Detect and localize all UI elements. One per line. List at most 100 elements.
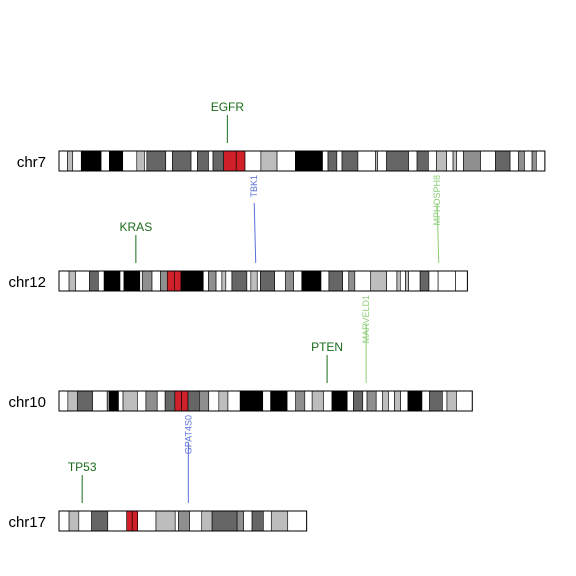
chromosome-band [228,391,240,411]
chromosome-band [285,271,293,291]
chromosome-band [236,151,245,171]
chromosome-band [152,271,161,291]
chromosome-band [104,271,120,291]
chromosome-band [192,271,204,291]
chromosome-band [199,391,208,411]
chromosome-band [81,151,101,171]
chromosome-band [312,391,323,411]
chromosome-band [395,391,401,411]
chromosome-band [349,271,355,291]
chromosome-band [422,391,430,411]
chromosome-band [237,511,243,531]
chromosome-band [140,271,142,291]
chromosome-band [203,271,208,291]
chromosome-band [69,511,79,531]
chromosome-label: chr7 [17,154,46,171]
chromosome-band [371,271,387,291]
chromosome-band [321,271,329,291]
chromosome-band [420,271,429,291]
chromosome-band [142,271,152,291]
chromosome-band [323,391,332,411]
chromosome-band [252,511,263,531]
chromosome-band [232,271,247,291]
chromosome-band [109,391,118,411]
chromosome-band [226,271,232,291]
chromosome-band [457,151,464,171]
chromosome-band [123,391,137,411]
chromosome-band [59,271,69,291]
chromosome-band [224,151,237,171]
chromosome-band [294,271,302,291]
chromosome-band [202,511,212,531]
link-line [254,203,256,263]
chromosome-band [175,391,182,411]
chromosome-band [532,151,536,171]
chromosome-band [161,271,168,291]
chromosome-band [90,271,99,291]
gene-label: KRAS [120,220,153,234]
chromosome-band [138,511,156,531]
chromosome-band [68,391,77,411]
chromosome-band [400,271,405,291]
chromosome-band [429,271,438,291]
chromosome-band [182,391,188,411]
chromosome-band [342,151,358,171]
chromosome-band [271,391,287,411]
chromosome-band [447,391,456,411]
chromosome-band [245,151,261,171]
chromosome-band [92,511,108,531]
chromosome-band [167,271,174,291]
chromosome-band [69,271,75,291]
chromosome-band [397,271,400,291]
chromosome-band [438,271,455,291]
chromosome-band [463,151,480,171]
chromosome-band [518,151,524,171]
chromosome-band [382,391,388,411]
chromosome-band [387,151,409,171]
chromosome-band [263,391,271,411]
chromosome-band [68,151,73,171]
chromosome-band [208,271,216,291]
chromosome-band [179,511,190,531]
chromosome-band [165,391,175,411]
chromosome-band [447,151,453,171]
chromosome-band [93,391,108,411]
chromosome-band [247,271,251,291]
chromosome-band [401,391,408,411]
chromosome-band [277,151,295,171]
chromosome-label: chr17 [8,514,46,531]
chromosome-band [190,511,202,531]
chromosome-band [387,271,397,291]
chromosome-band [428,151,436,171]
gene-label: TP53 [68,460,97,474]
chromosome-band [437,151,447,171]
chromosome-band [337,151,342,171]
chromosome-band [101,151,109,171]
chromosome-band [156,511,175,531]
chromosome-band [305,391,312,411]
chromosome-label: chr12 [8,274,46,291]
chromosome-band [343,271,349,291]
link-label: MARVELD1 [361,295,371,343]
chromosome-band [144,151,146,171]
chromosome-band [332,391,347,411]
chromosome-band [166,151,173,171]
chromosome-band [524,151,532,171]
chromosome-band [409,151,418,171]
chromosome-band [481,151,496,171]
link-label: MPHOSPH8 [432,175,442,226]
chromosome-band [287,391,296,411]
chromosome-band [59,151,68,171]
chromosome-band [118,391,123,411]
link-label: GPAT4S0 [183,415,193,454]
chromosome-band [271,511,287,531]
chromosome-band [77,391,92,411]
chromosome-band [536,151,545,171]
chromosome-band [363,391,367,411]
chromosome-band [212,511,237,531]
chromosome-band [222,271,226,291]
chromosome-band [358,151,376,171]
chromosome-band [244,511,253,531]
chromosome-band [408,391,422,411]
chromosome-band [146,391,157,411]
